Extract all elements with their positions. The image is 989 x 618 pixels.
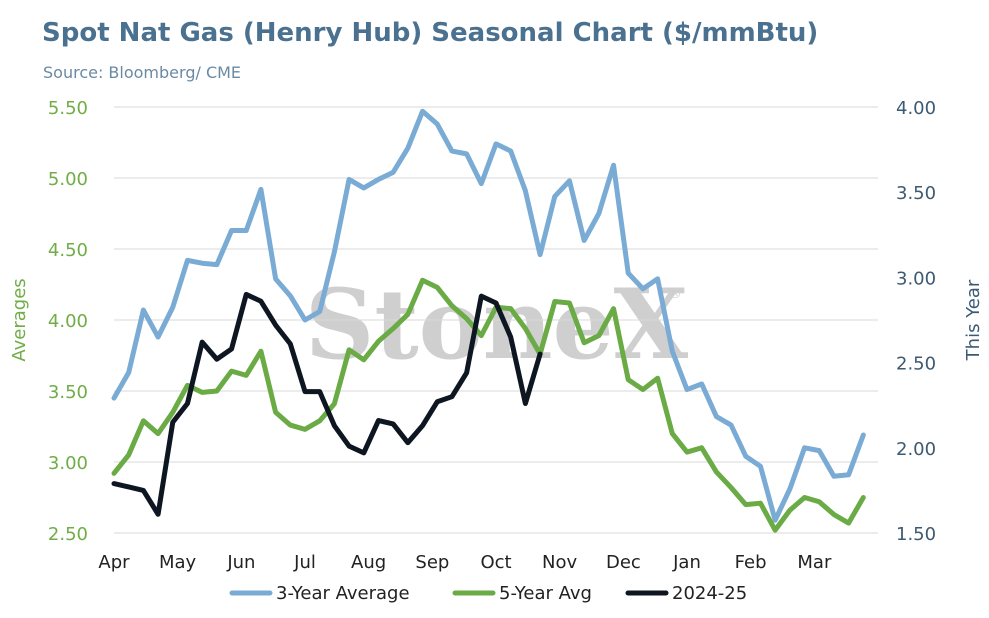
legend-label: 3-Year Average: [276, 583, 410, 604]
left-tick-label: 4.00: [48, 311, 88, 332]
x-tick-label: Feb: [735, 552, 767, 573]
x-tick-label: Dec: [606, 552, 641, 573]
left-tick-label: 5.50: [48, 98, 88, 119]
watermark: StoneX ®: [305, 268, 689, 381]
right-tick-label: 4.00: [896, 98, 936, 119]
x-tick-label: May: [159, 552, 197, 573]
x-tick-label: Nov: [542, 552, 577, 573]
left-tick-label: 3.50: [48, 382, 88, 403]
legend: 3-Year Average 5-Year Avg 2024-25: [229, 583, 747, 604]
chart-subtitle: Source: Bloomberg/ CME: [43, 63, 242, 82]
left-tick-label: 2.50: [48, 524, 88, 545]
series-line-5-year-avg: [111, 277, 866, 533]
x-axis-ticks: Apr May Jun Jul Aug Sep Oct Nov Dec Jan Feb Mar: [98, 552, 832, 573]
series-lines: [111, 108, 866, 533]
series-line-2024-25: [111, 291, 543, 517]
right-tick-label: 1.50: [896, 524, 936, 545]
x-tick-label: Jan: [672, 552, 701, 573]
x-tick-label: Jul: [293, 552, 316, 573]
x-tick-label: Aug: [351, 552, 386, 573]
watermark-text: StoneX: [305, 268, 689, 381]
right-tick-label: 3.50: [896, 183, 936, 204]
chart-title: Spot Nat Gas (Henry Hub) Seasonal Chart …: [42, 18, 819, 48]
x-tick-label: Sep: [415, 552, 449, 573]
left-tick-label: 4.50: [48, 240, 88, 261]
left-tick-label: 5.00: [48, 169, 88, 190]
left-axis-title: Averages: [9, 278, 30, 361]
left-axis-ticks: 2.50 3.00 3.50 4.00 4.50 5.00 5.50: [48, 98, 88, 545]
right-axis-title: This Year: [963, 279, 984, 361]
x-tick-label: Jun: [226, 552, 255, 573]
left-tick-label: 3.00: [48, 453, 88, 474]
right-tick-label: 2.00: [896, 439, 936, 460]
legend-label: 5-Year Avg: [499, 583, 592, 604]
right-tick-label: 3.00: [896, 268, 936, 289]
watermark-registered-mark: ®: [668, 286, 682, 302]
x-tick-label: Mar: [797, 552, 832, 573]
right-axis-ticks: 1.50 2.00 2.50 3.00 3.50 4.00: [896, 98, 936, 545]
series-line-3-year-average: [111, 108, 866, 523]
right-tick-label: 2.50: [896, 354, 936, 375]
x-tick-label: Apr: [98, 552, 130, 573]
legend-label: 2024-25: [672, 583, 747, 604]
x-tick-label: Oct: [480, 552, 511, 573]
